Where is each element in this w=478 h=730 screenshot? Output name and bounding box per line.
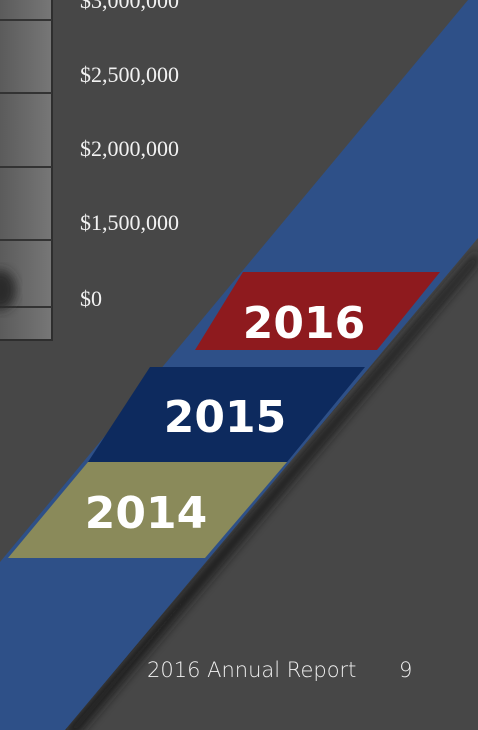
year-label: 2014 [85, 488, 207, 539]
year-banner [8, 462, 287, 558]
axis-label: $3,000,000 [80, 0, 179, 13]
year-banner [88, 367, 365, 462]
footer-title: 2016 Annual Report [147, 658, 356, 682]
bar-shadow [0, 270, 16, 310]
axis-label: $0 [80, 286, 102, 311]
axis-label: $1,500,000 [80, 210, 179, 235]
axis-label: $2,500,000 [80, 62, 179, 87]
page-number: 9 [399, 658, 412, 682]
chart-fragment [0, 0, 53, 341]
year-label: 2015 [164, 392, 286, 443]
year-label: 2016 [243, 298, 365, 349]
stripe-shadow [64, 250, 478, 730]
year-banner [195, 272, 440, 350]
axis-label: $2,000,000 [80, 136, 179, 161]
